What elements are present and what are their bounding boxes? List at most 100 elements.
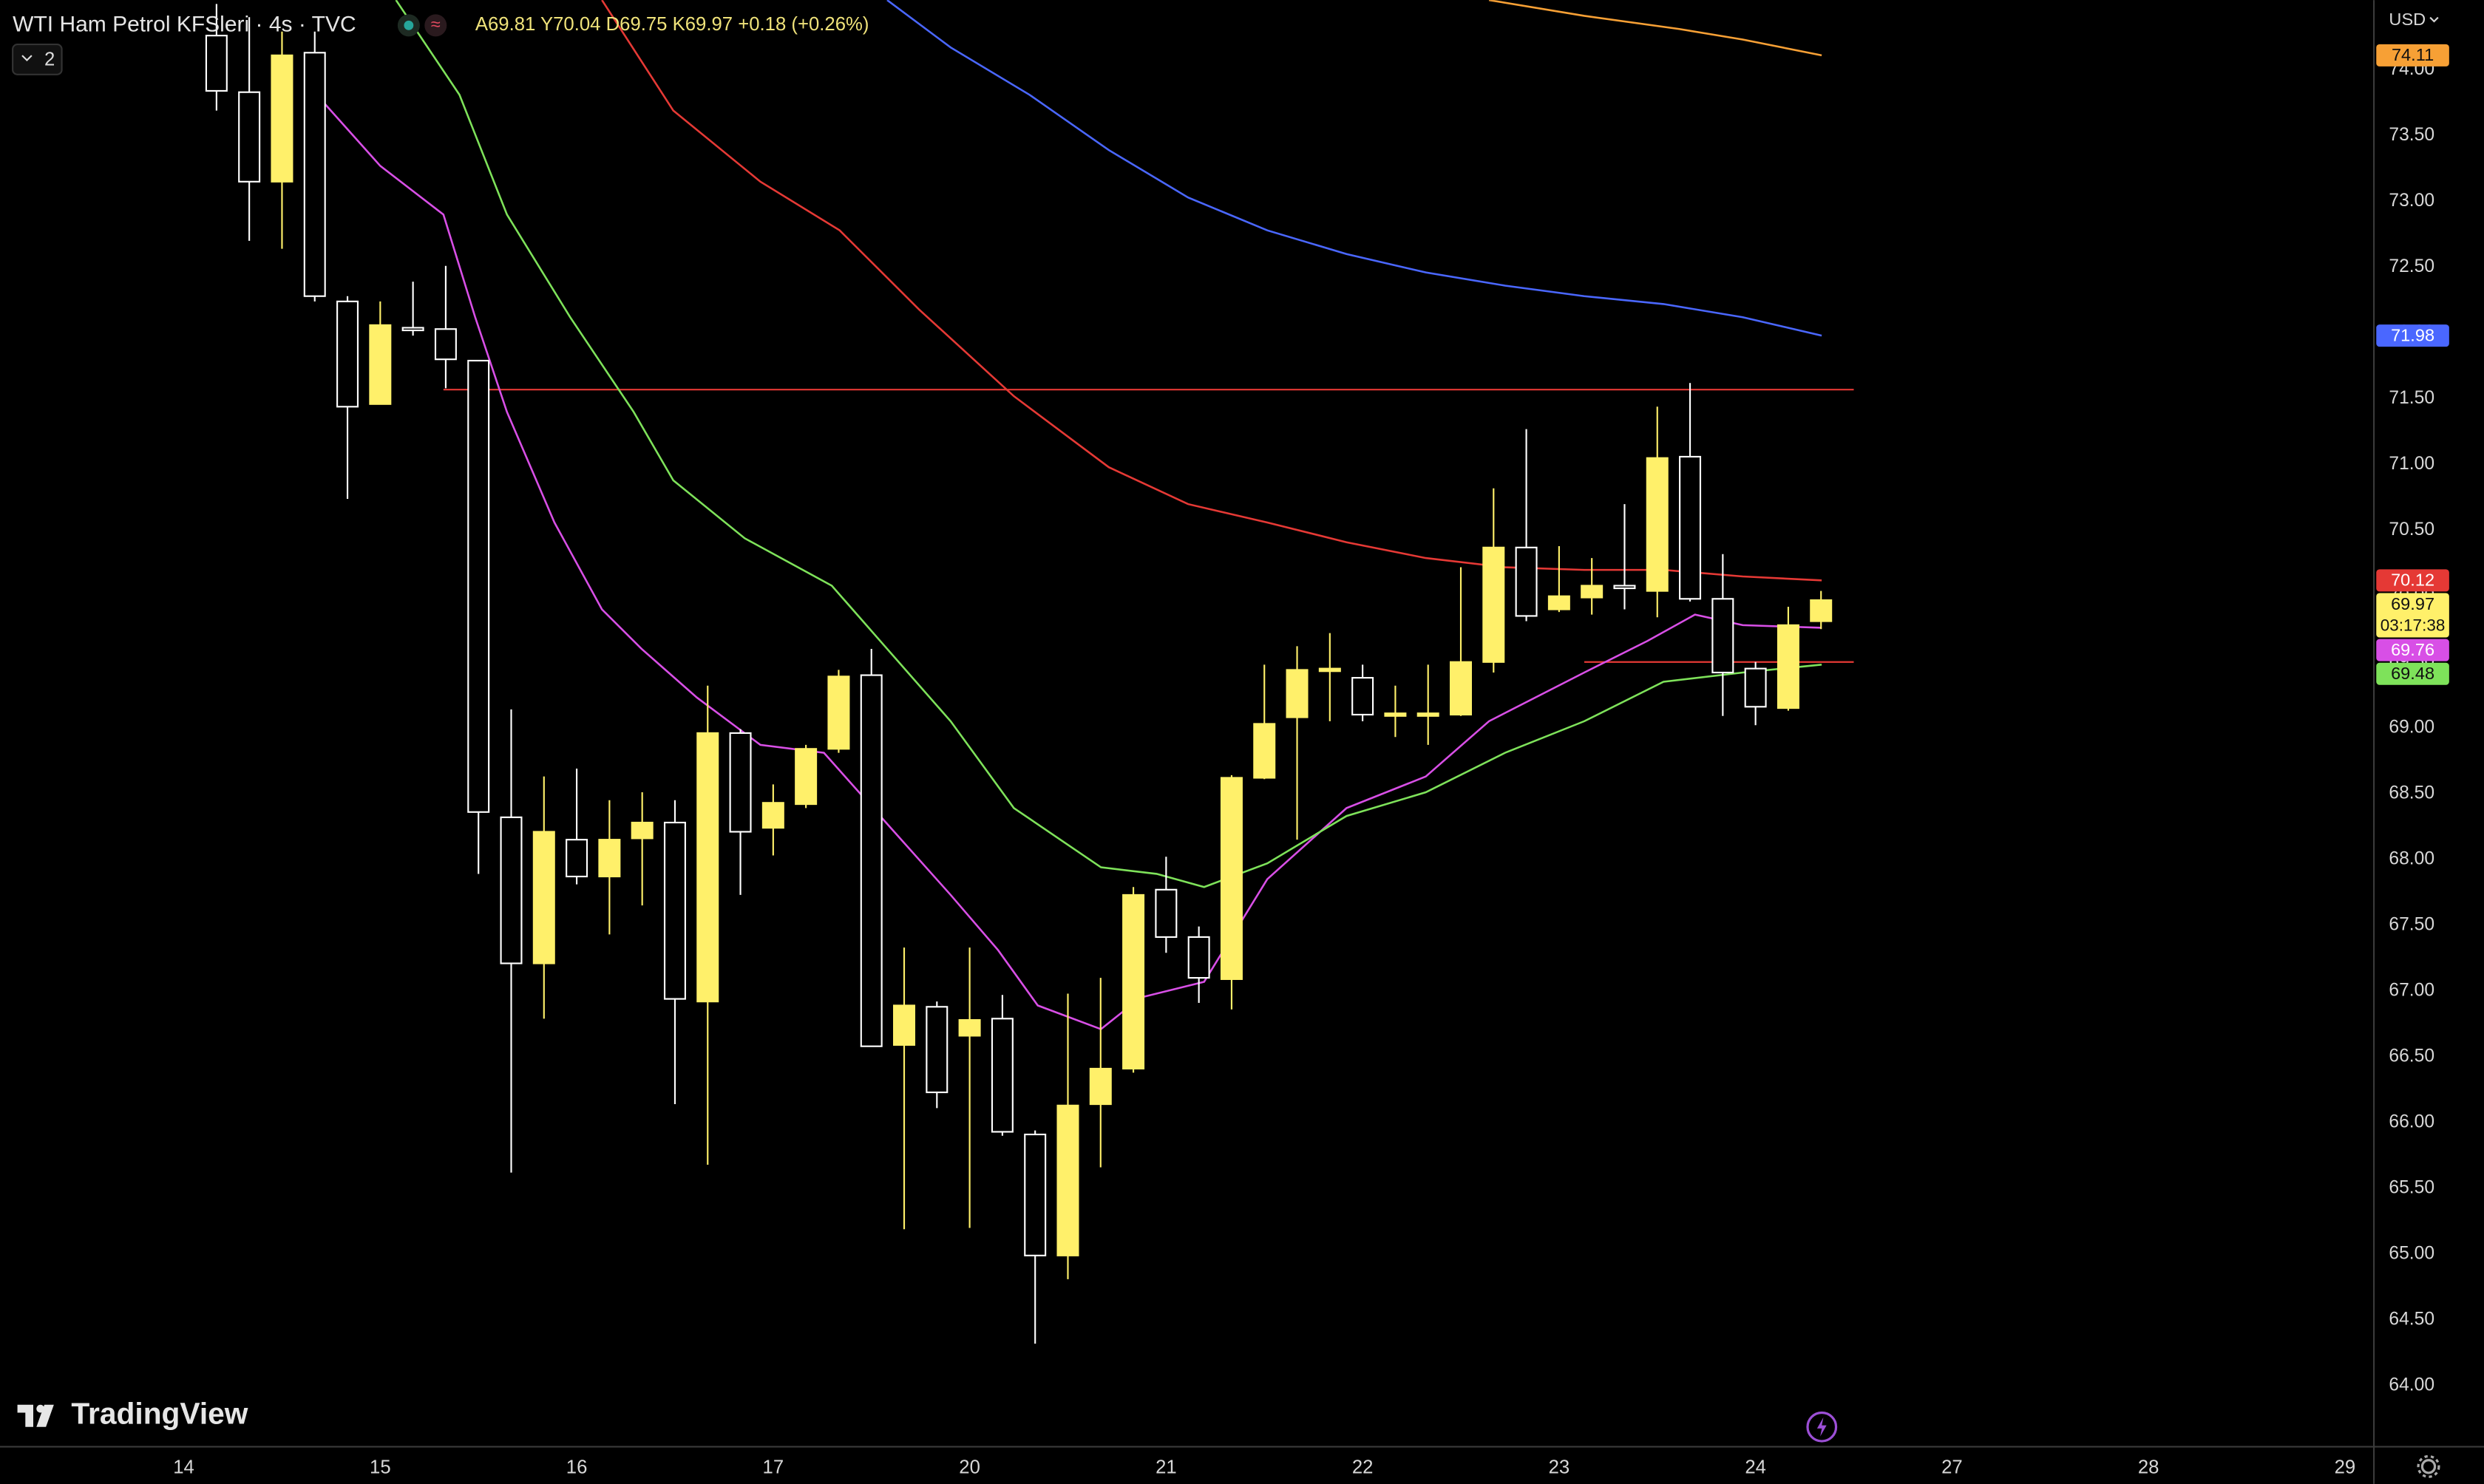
candle-body — [1351, 677, 1374, 716]
price-label: 70.12 — [2391, 571, 2434, 590]
chevron-icon — [21, 55, 33, 62]
candle-body — [1482, 546, 1505, 663]
candle-body — [926, 1006, 949, 1094]
candle-body — [1449, 661, 1472, 716]
candle-body — [1711, 598, 1734, 674]
candle-body — [1318, 667, 1341, 673]
candle-body — [336, 300, 359, 408]
candle-body — [795, 748, 818, 806]
candle-body — [1155, 888, 1178, 938]
price-label: 69.97 — [2391, 594, 2434, 613]
x-tick-label: 22 — [1352, 1457, 1374, 1477]
price-label-box — [2376, 569, 2449, 592]
candle-body — [729, 732, 752, 833]
moving-average-line — [395, 0, 1822, 888]
logo-text: TradingView — [71, 1397, 248, 1431]
y-tick-label: 68.00 — [2389, 848, 2434, 868]
x-tick-label: 17 — [763, 1457, 784, 1477]
candle-body — [1581, 585, 1604, 599]
candle-body — [827, 675, 850, 750]
logo: TradingView — [17, 1397, 248, 1431]
y-tick-label: 73.50 — [2389, 125, 2434, 145]
price-label-box — [2376, 662, 2449, 685]
ohlc-values: A69.81 Y70.04 D69.75 K69.97 +0.18 (+0.26… — [475, 14, 869, 35]
x-tick-label: 21 — [1156, 1457, 1177, 1477]
symbol-title: WTI Ham Petrol KFSleri · 4s · TVC — [13, 12, 356, 36]
candle-body — [1253, 723, 1276, 779]
y-tick-label: 72.50 — [2389, 256, 2434, 276]
candle-body — [1384, 712, 1407, 717]
settings-button[interactable] — [2420, 1459, 2437, 1474]
candle-body — [1679, 455, 1702, 600]
y-tick-label: 69.00 — [2389, 717, 2434, 737]
logo-mark — [36, 1404, 44, 1413]
currency-selector[interactable]: USD — [2389, 10, 2426, 29]
candle-body — [696, 732, 719, 1003]
x-tick-label: 20 — [959, 1457, 980, 1477]
x-tick-label: 24 — [1745, 1457, 1766, 1477]
y-tick-label: 64.50 — [2389, 1310, 2434, 1330]
lightning-button[interactable] — [1806, 1411, 1838, 1443]
candle-body — [761, 802, 784, 829]
candle-body — [1286, 669, 1309, 718]
moving-average-line — [316, 94, 1822, 1031]
candle-body — [1646, 457, 1669, 592]
candle-body — [238, 91, 261, 183]
chevron-icon — [2429, 16, 2439, 23]
candle-body — [1744, 667, 1767, 708]
x-tick-label: 23 — [1549, 1457, 1570, 1477]
candle-body — [1122, 894, 1145, 1070]
x-tick-label: 29 — [2335, 1457, 2356, 1477]
y-tick-label: 70.50 — [2389, 520, 2434, 540]
status-dot — [404, 20, 414, 30]
y-tick-label: 66.50 — [2389, 1046, 2434, 1066]
candle-body — [1187, 936, 1210, 979]
candle-body — [434, 328, 457, 361]
candle-body — [205, 35, 228, 92]
y-tick-label: 64.00 — [2389, 1375, 2434, 1395]
candle-body — [303, 52, 326, 297]
candle-body — [958, 1019, 981, 1037]
moving-average-line — [1488, 0, 1822, 57]
candle-body — [1220, 777, 1243, 980]
status-icon: ≈ — [431, 15, 441, 34]
candle-body — [1613, 585, 1636, 590]
y-tick-label: 65.00 — [2389, 1244, 2434, 1264]
candle-body — [1547, 595, 1570, 610]
candle-body — [467, 359, 490, 813]
candle-body — [1056, 1104, 1079, 1256]
price-label-box — [2376, 639, 2449, 661]
candle-body — [663, 821, 686, 1000]
price-labels: 74.11 71.98 70.12 69.97 03:17:38 69.76 69.48 — [2376, 44, 2449, 685]
candle-body — [1515, 546, 1538, 617]
price-label-box — [2376, 593, 2449, 638]
candle-body — [1416, 712, 1439, 717]
price-label: 69.76 — [2391, 640, 2434, 659]
indicator-count: 2 — [44, 49, 55, 69]
y-tick-label: 71.00 — [2389, 454, 2434, 474]
candle-body — [532, 831, 555, 964]
y-tick-label: 67.00 — [2389, 980, 2434, 1000]
price-label-box — [2376, 324, 2449, 347]
candle-body — [1777, 624, 1799, 709]
candle-body — [369, 324, 392, 405]
candle-body — [500, 816, 523, 964]
candle-body — [991, 1018, 1014, 1133]
candle-body — [1810, 599, 1833, 622]
y-tick-label: 66.00 — [2389, 1112, 2434, 1132]
candle-body — [401, 327, 424, 332]
candle-body — [271, 54, 293, 183]
logo-mark — [17, 1404, 54, 1427]
indicator-toggle[interactable] — [12, 44, 63, 75]
x-tick-label: 27 — [1941, 1457, 1963, 1477]
y-tick-label: 67.50 — [2389, 914, 2434, 934]
settings-icon — [2417, 1454, 2440, 1478]
candle-body — [1089, 1067, 1112, 1106]
candle-body — [1024, 1133, 1047, 1256]
y-tick-label: 71.50 — [2389, 388, 2434, 408]
candle-body — [893, 1004, 916, 1046]
y-tick-label: 68.50 — [2389, 783, 2434, 803]
price-label: 71.98 — [2391, 325, 2434, 344]
status-badge — [424, 14, 447, 37]
